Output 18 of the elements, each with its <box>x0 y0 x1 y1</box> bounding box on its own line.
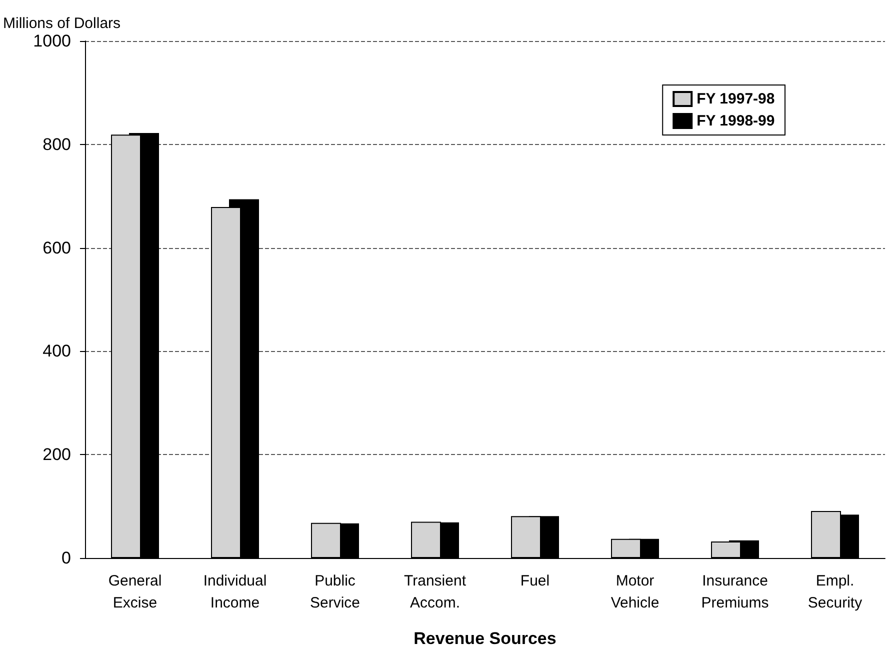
y-tick-label: 0 <box>62 548 71 568</box>
x-tick-label: Empl. Security <box>808 572 863 612</box>
y-tick-label: 600 <box>42 238 71 258</box>
x-tick-label: Public Service <box>310 572 360 612</box>
y-tick-label: 200 <box>42 445 71 464</box>
y-axis-title: Millions of Dollars <box>3 15 121 32</box>
legend-label: FY 1998-99 <box>696 112 775 130</box>
y-tick-label: 800 <box>42 134 71 154</box>
x-axis-title: Revenue Sources <box>414 629 556 648</box>
x-tick-label: Transient Accom. <box>404 572 467 612</box>
x-tick-label: Motor Vehicle <box>610 572 660 612</box>
x-tick-label: General Excise <box>108 572 162 612</box>
x-tick-label: Individual Income <box>203 572 267 612</box>
x-tick-label: Fuel <box>520 572 550 590</box>
y-tick-label: 400 <box>42 342 71 361</box>
x-tick-label: Insurance Premiums <box>701 572 769 612</box>
legend-label: FY 1997-98 <box>696 90 775 108</box>
y-tick-label: 1000 <box>33 32 71 50</box>
